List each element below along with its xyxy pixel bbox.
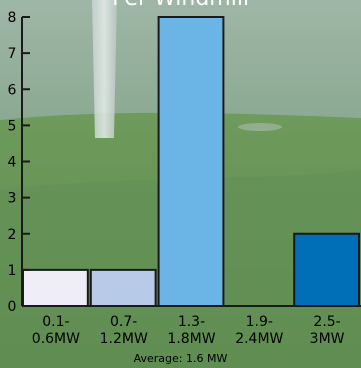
x-tick-label-2: 1.3- 1.8MW [167,314,216,347]
x-tick-label-4: 2.5- 3MW [309,314,345,347]
bar-0 [22,268,89,307]
y-tick-label-2: 2 [8,227,17,243]
y-tick-label-0: 0 [8,299,17,315]
y-tick-label-8: 8 [8,10,17,26]
y-tick-label-1: 1 [8,263,17,279]
chart-title: Per Windmill [0,0,361,11]
bar-4 [293,232,361,307]
x-tick-label-0: 0.1- 0.6MW [31,314,80,347]
x-tick-label-3: 1.9- 2.4MW [235,314,284,347]
bar-2 [157,16,225,307]
y-tick-label-5: 5 [8,118,17,134]
x-tick-label-1: 0.7- 1.2MW [99,314,148,347]
y-tick-label-4: 4 [8,155,17,171]
average-footnote: Average: 1.6 MW [133,352,228,365]
bar-1 [89,268,157,307]
y-tick-label-7: 7 [8,46,17,62]
y-tick-label-3: 3 [8,191,17,207]
y-tick-label-6: 6 [8,82,17,98]
